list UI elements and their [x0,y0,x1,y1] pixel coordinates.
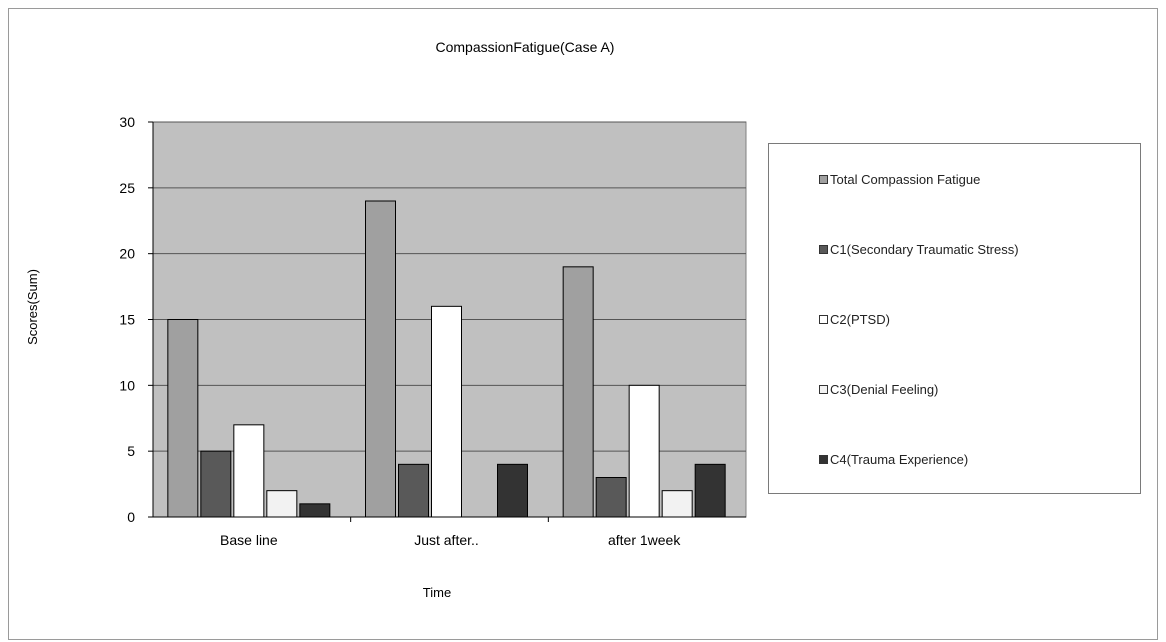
legend-item: C1(Secondary Traumatic Stress) [819,242,1019,257]
legend-swatch [819,385,828,394]
y-axis-label: Scores(Sum) [25,269,40,345]
chart-title: CompassionFatigue(Case A) [436,39,615,55]
y-tick-label: 25 [119,180,135,196]
bar [200,450,232,518]
legend-label: C1(Secondary Traumatic Stress) [830,242,1019,257]
chart-legend: Total Compassion Fatigue C1(Secondary Tra… [768,143,1141,494]
legend-label: C3(Denial Feeling) [830,382,939,397]
legend-label: C2(PTSD) [830,312,890,327]
x-axis-label: Time [423,585,451,600]
bar [497,463,528,518]
legend-item: C4(Trauma Experience) [819,452,968,467]
y-tick-label: 15 [119,312,135,328]
y-tick-label: 5 [127,443,135,459]
legend-swatch [819,455,828,464]
bar [233,424,265,518]
y-tick-label: 0 [127,509,135,525]
bar [661,490,693,518]
y-tick-label: 10 [119,377,135,393]
bar [595,477,627,518]
x-tick-label: after 1week [608,532,681,548]
bar [431,305,462,518]
bar [266,490,298,518]
bar [299,503,331,518]
bar [365,200,396,518]
legend-swatch [819,245,828,254]
y-tick-label: 20 [119,246,135,262]
bar [628,384,660,518]
legend-label: C4(Trauma Experience) [830,452,969,467]
bar [562,266,594,518]
bar [398,463,429,518]
bar [694,463,726,518]
legend-item: C2(PTSD) [819,312,890,327]
x-tick-label: Base line [220,532,278,548]
legend-item: Total Compassion Fatigue [819,172,980,187]
bar [167,319,199,518]
legend-label: Total Compassion Fatigue [830,172,981,187]
x-tick-label: Just after.. [414,532,479,548]
legend-swatch [819,315,828,324]
y-tick-label: 30 [119,114,135,130]
legend-swatch [819,175,828,184]
legend-item: C3(Denial Feeling) [819,382,938,397]
